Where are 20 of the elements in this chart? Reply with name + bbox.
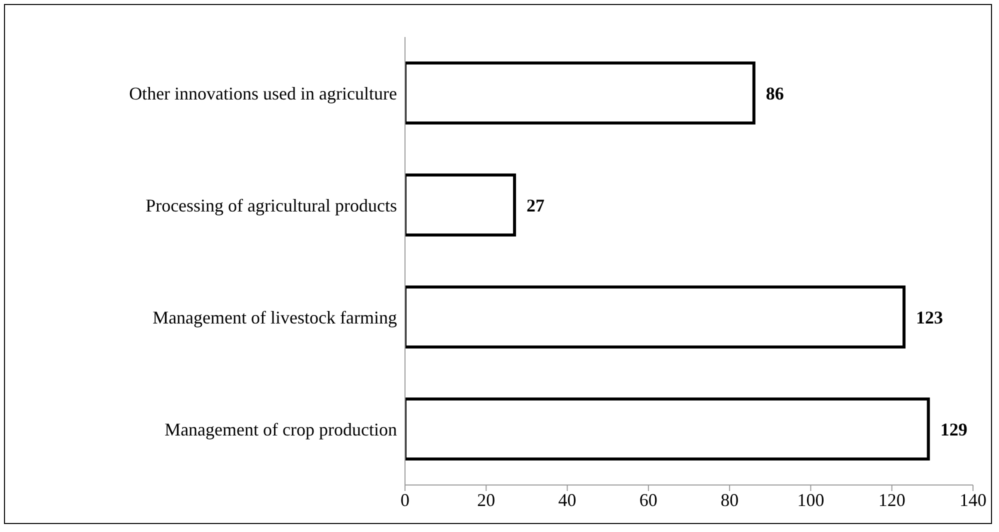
data-label: 27 [526, 195, 545, 216]
bar [405, 398, 930, 460]
data-label: 123 [916, 307, 944, 328]
data-label: 86 [766, 83, 784, 104]
x-tick-label: 20 [477, 490, 496, 510]
x-tick-label: 80 [720, 490, 739, 510]
y-tick-label: Management of crop production [164, 419, 397, 440]
bar [405, 62, 756, 124]
bar [405, 286, 906, 348]
x-tick-label: 60 [639, 490, 658, 510]
x-tick-label: 0 [400, 490, 410, 510]
y-tick-label: Other innovations used in agriculture [129, 83, 398, 104]
x-tick-label: 140 [960, 490, 986, 510]
x-tick-label: 120 [878, 490, 906, 510]
x-tick-label: 100 [797, 490, 824, 510]
x-tick-label: 40 [558, 490, 576, 510]
bar [405, 174, 516, 236]
y-tick-label: Processing of agricultural products [146, 195, 397, 216]
data-label: 129 [940, 419, 968, 440]
y-tick-label: Management of livestock farming [152, 307, 397, 328]
